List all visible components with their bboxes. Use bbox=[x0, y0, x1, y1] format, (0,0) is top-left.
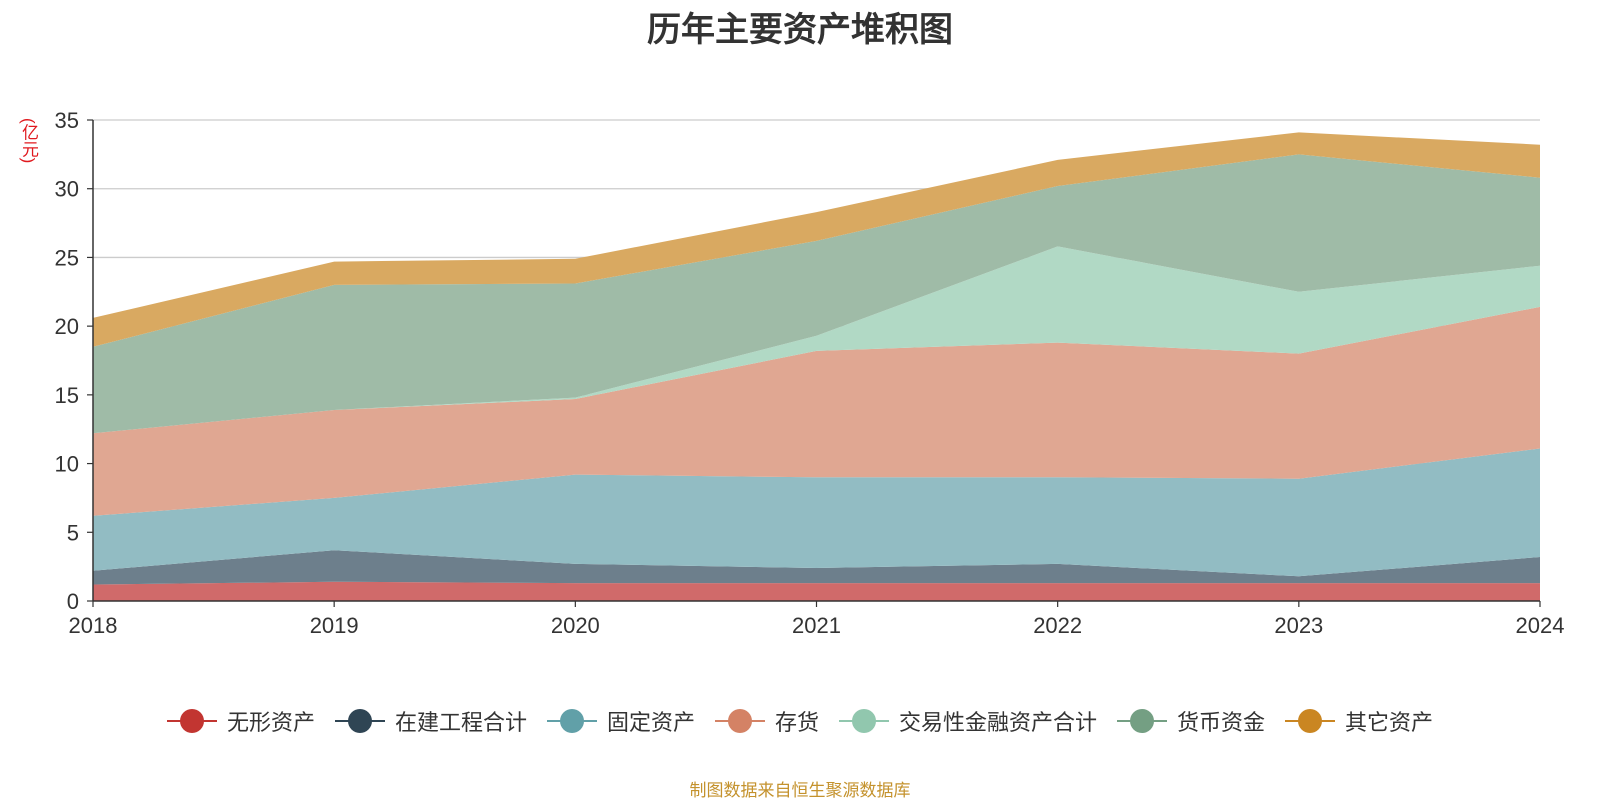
y-tick-labels: 0 5 10 15 20 25 30 35 bbox=[55, 108, 79, 614]
area-series-6 bbox=[93, 132, 1540, 347]
legend-marker-icon bbox=[839, 709, 889, 733]
area-series-2 bbox=[93, 448, 1540, 577]
legend-marker-icon bbox=[334, 709, 385, 733]
data-source-note: 制图数据来自恒生聚源数据库 bbox=[689, 781, 911, 800]
legend-marker-icon bbox=[1285, 709, 1336, 733]
legend-item-3[interactable]: 存货 bbox=[714, 705, 819, 737]
area-series-3 bbox=[93, 306, 1540, 516]
x-tick-labels: 2018 2019 2020 2021 2022 2023 2024 bbox=[69, 613, 1565, 638]
legend-label: 固定资产 bbox=[606, 710, 695, 735]
legend-item-4[interactable]: 交易性金融资产合计 bbox=[839, 705, 1097, 737]
x-tick-label-2018: 2018 bbox=[69, 613, 118, 638]
legend-item-1[interactable]: 在建工程合计 bbox=[334, 705, 527, 737]
y-tick-label-10: 10 bbox=[55, 452, 79, 477]
chart-title: 历年主要资产堆积图 bbox=[647, 11, 953, 49]
y-axis-unit-label: (亿元) bbox=[19, 118, 38, 164]
y-tick-label-0: 0 bbox=[67, 589, 79, 614]
legend-marker-icon bbox=[166, 709, 217, 733]
area-series bbox=[93, 132, 1540, 601]
legend-marker-icon bbox=[546, 709, 597, 733]
legend-label: 货币资金 bbox=[1177, 710, 1266, 735]
legend: 无形资产 在建工程合计 固定资产 存货 交易性金融资产合计 货币资金 其它资产 bbox=[0, 705, 1600, 737]
y-tick-label-15: 15 bbox=[55, 383, 79, 408]
legend-item-0[interactable]: 无形资产 bbox=[166, 705, 315, 737]
y-tick-label-25: 25 bbox=[55, 245, 79, 270]
y-tick-label-35: 35 bbox=[55, 108, 79, 133]
x-tick-label-2023: 2023 bbox=[1274, 613, 1323, 638]
legend-marker-icon bbox=[714, 709, 765, 733]
y-tick-label-20: 20 bbox=[55, 314, 79, 339]
area-series-4 bbox=[93, 246, 1540, 434]
legend-label: 其它资产 bbox=[1345, 710, 1434, 735]
y-tick-label-5: 5 bbox=[67, 520, 79, 545]
area-series-1 bbox=[93, 550, 1540, 585]
axes bbox=[92, 120, 1541, 607]
legend-item-2[interactable]: 固定资产 bbox=[546, 705, 695, 737]
x-tick-label-2024: 2024 bbox=[1516, 613, 1565, 638]
area-series-0 bbox=[93, 581, 1540, 601]
legend-label: 交易性金融资产合计 bbox=[899, 710, 1098, 735]
area-series-5 bbox=[93, 154, 1540, 434]
x-tick-label-2019: 2019 bbox=[310, 613, 359, 638]
legend-label: 存货 bbox=[774, 710, 819, 735]
legend-item-6[interactable]: 其它资产 bbox=[1285, 705, 1433, 737]
x-tick-label-2021: 2021 bbox=[792, 613, 841, 638]
legend-label: 无形资产 bbox=[226, 710, 315, 735]
legend-marker-icon bbox=[1117, 709, 1168, 733]
legend-label: 在建工程合计 bbox=[394, 710, 527, 735]
x-tick-label-2020: 2020 bbox=[551, 613, 600, 638]
y-tick-label-30: 30 bbox=[55, 177, 79, 202]
x-tick-label-2022: 2022 bbox=[1033, 613, 1082, 638]
legend-item-5[interactable]: 货币资金 bbox=[1117, 705, 1265, 737]
